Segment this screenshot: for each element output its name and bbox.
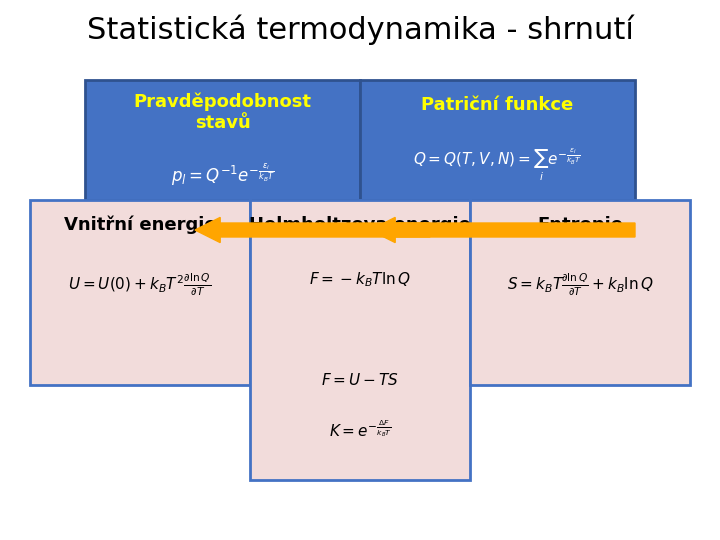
Text: Pravděpodobnost
stavů: Pravděpodobnost stavů: [133, 92, 312, 132]
FancyBboxPatch shape: [470, 200, 690, 385]
Text: Helmholtzova energie: Helmholtzova energie: [249, 216, 471, 234]
FancyBboxPatch shape: [360, 80, 635, 200]
Text: $p_l = Q^{-1}e^{-\frac{\varepsilon_i}{k_B T}}$: $p_l = Q^{-1}e^{-\frac{\varepsilon_i}{k_…: [171, 161, 274, 188]
Text: $S = k_B T \frac{\partial \ln Q}{\partial T} + k_B \ln Q$: $S = k_B T \frac{\partial \ln Q}{\partia…: [507, 272, 653, 299]
Text: $K = e^{-\frac{\Delta F}{k_B T}}$: $K = e^{-\frac{\Delta F}{k_B T}}$: [328, 420, 392, 441]
Text: Entropie: Entropie: [537, 216, 623, 234]
Text: $F = -k_B T \ln Q$: $F = -k_B T \ln Q$: [309, 271, 411, 289]
Polygon shape: [370, 218, 635, 242]
Text: Patriční funkce: Patriční funkce: [421, 96, 574, 114]
Text: $U = U(0) + k_B T^2 \frac{\partial \ln Q}{\partial T}$: $U = U(0) + k_B T^2 \frac{\partial \ln Q…: [68, 272, 212, 299]
FancyBboxPatch shape: [85, 80, 360, 200]
Text: Statistická termodynamika - shrnutí: Statistická termodynamika - shrnutí: [86, 15, 634, 45]
FancyBboxPatch shape: [250, 200, 470, 480]
Text: $Q = Q(T,V,N) = \sum_i e^{-\frac{\varepsilon_i}{k_B T}}$: $Q = Q(T,V,N) = \sum_i e^{-\frac{\vareps…: [413, 147, 582, 183]
Text: Vnitřní energie: Vnitřní energie: [63, 216, 216, 234]
Polygon shape: [195, 218, 430, 242]
FancyBboxPatch shape: [30, 200, 250, 385]
Text: $F = U - TS$: $F = U - TS$: [321, 372, 399, 388]
